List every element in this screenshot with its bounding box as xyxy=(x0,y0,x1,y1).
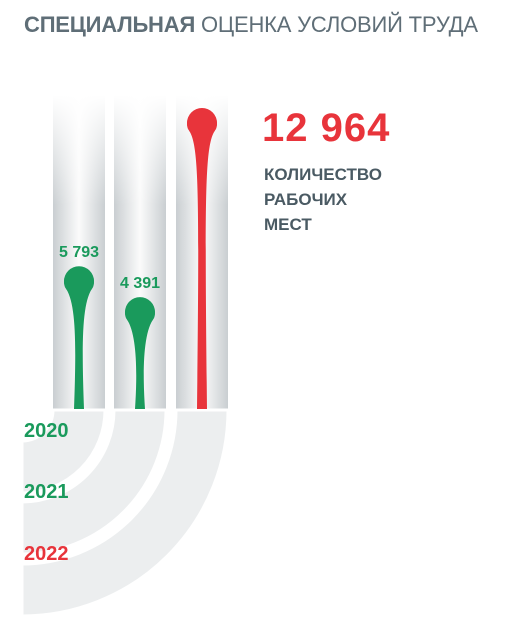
headline-label: КОЛИЧЕСТВО РАБОЧИХ МЕСТ xyxy=(264,165,382,234)
bar-2022 xyxy=(187,108,217,410)
category-label-2020: 2020 xyxy=(24,420,69,442)
category-labels: 2020 2021 2022 xyxy=(24,420,69,565)
data-label-2020: 5 793 xyxy=(59,244,99,261)
title-bold: СПЕЦИАЛЬНАЯ xyxy=(24,12,196,37)
bar-head xyxy=(125,297,155,328)
background-lane xyxy=(20,95,168,556)
page-title: СПЕЦИАЛЬНАЯ ОЦЕНКА УСЛОВИЙ ТРУДА xyxy=(24,12,478,38)
data-label-2021: 4 391 xyxy=(120,275,160,292)
category-label-2021: 2021 xyxy=(24,481,69,503)
headline-value: 12 964 xyxy=(262,106,391,150)
bar-2020 xyxy=(64,266,94,409)
category-label-2022: 2022 xyxy=(24,543,69,565)
bar-2021 xyxy=(125,297,155,409)
value-labels: 5 793 4 391 xyxy=(59,244,160,292)
bar-stem xyxy=(64,266,94,409)
background-lane xyxy=(20,95,107,495)
bar-stem xyxy=(125,297,155,409)
title-rest: ОЦЕНКА УСЛОВИЙ ТРУДА xyxy=(200,12,478,37)
bar-stem xyxy=(187,108,217,410)
bars xyxy=(64,108,217,410)
bar-head xyxy=(187,108,217,138)
bar-head xyxy=(64,266,94,297)
